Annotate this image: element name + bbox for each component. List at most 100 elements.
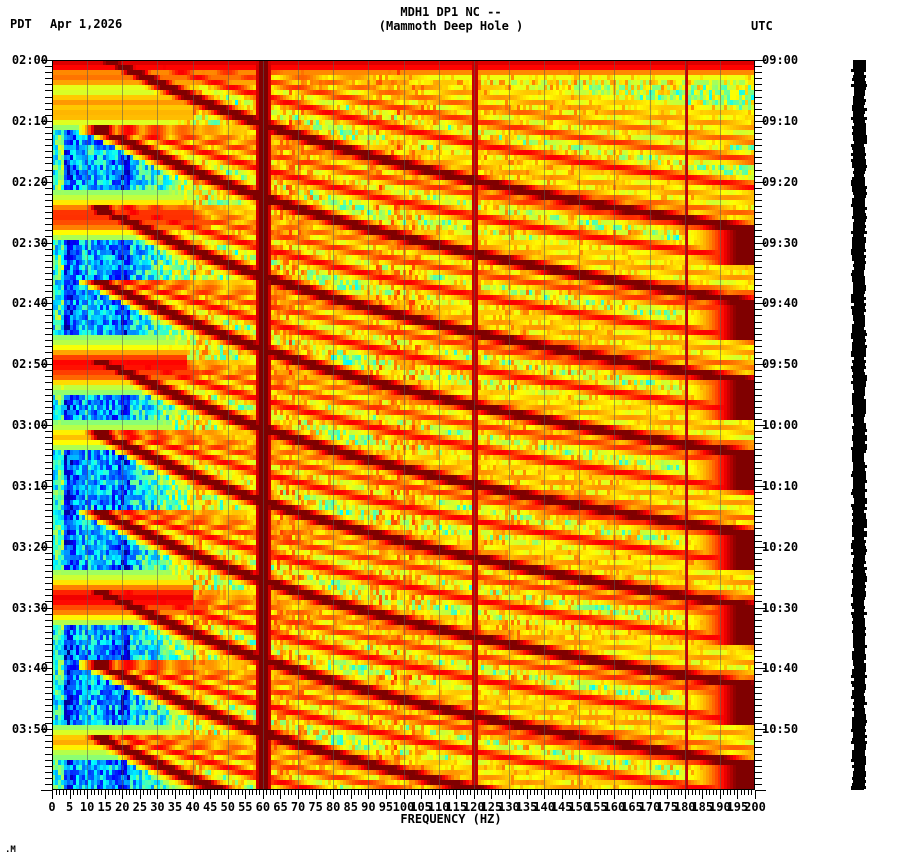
- axis-tick: [751, 790, 752, 795]
- axis-tick: [755, 662, 762, 663]
- timezone-right-label: UTC: [751, 19, 773, 33]
- axis-tick: [291, 790, 292, 795]
- axis-tick: [491, 790, 492, 799]
- frequency-tick-label: 175: [656, 800, 678, 814]
- axis-tick: [45, 382, 52, 383]
- axis-tick: [428, 790, 429, 795]
- spectrogram-canvas[interactable]: [52, 60, 755, 790]
- axis-tick: [709, 790, 710, 795]
- axis-tick: [562, 790, 563, 799]
- axis-tick: [590, 790, 591, 795]
- frequency-tick-label: 55: [238, 800, 253, 814]
- axis-tick: [755, 315, 762, 316]
- axis-tick: [667, 790, 668, 799]
- axis-tick: [755, 528, 762, 529]
- axis-tick: [45, 97, 52, 98]
- axis-tick: [94, 790, 95, 795]
- axis-tick: [755, 273, 762, 274]
- axis-tick: [295, 790, 296, 795]
- axis-tick: [481, 790, 482, 795]
- axis-tick: [143, 790, 144, 795]
- time-label-utc: 10:50: [762, 722, 799, 736]
- frequency-tick-label: 35: [167, 800, 183, 814]
- axis-tick: [505, 790, 506, 795]
- axis-tick: [755, 747, 762, 748]
- time-label-utc: 10:40: [762, 661, 799, 675]
- axis-tick: [77, 790, 78, 795]
- axis-tick: [196, 790, 197, 795]
- axis-tick: [467, 790, 468, 795]
- axis-tick: [221, 790, 222, 795]
- axis-tick: [755, 614, 762, 615]
- axis-tick: [593, 790, 594, 795]
- spectrogram-plot[interactable]: [52, 60, 755, 790]
- axis-tick: [755, 589, 762, 590]
- axis-tick: [435, 790, 436, 795]
- axis-tick: [755, 218, 762, 219]
- axis-tick: [45, 413, 52, 414]
- axis-tick: [534, 790, 535, 795]
- axis-tick: [87, 790, 88, 799]
- time-label-utc: 10:00: [762, 418, 799, 432]
- axis-tick: [59, 790, 60, 795]
- axis-tick: [45, 78, 52, 79]
- axis-tick: [45, 133, 52, 134]
- axis-tick: [45, 711, 52, 712]
- axis-tick: [755, 328, 762, 329]
- frequency-tick-label: 95: [378, 800, 394, 814]
- axis-tick: [755, 103, 762, 104]
- axis-tick: [45, 583, 52, 584]
- axis-tick: [755, 401, 762, 402]
- frequency-tick-label: 130: [498, 800, 520, 814]
- frequency-tick-label: 105: [410, 800, 432, 814]
- axis-tick: [755, 601, 762, 602]
- frequency-tick-label: 85: [343, 800, 358, 814]
- time-label-pdt: 03:10: [11, 479, 48, 493]
- axis-tick: [136, 790, 137, 795]
- time-label-utc: 09:10: [762, 114, 799, 128]
- axis-tick: [755, 261, 762, 262]
- axis-tick: [396, 790, 397, 795]
- axis-tick: [755, 474, 762, 475]
- frequency-tick-label: 165: [621, 800, 643, 814]
- axis-tick: [723, 790, 724, 795]
- axis-tick: [393, 790, 394, 795]
- axis-tick: [755, 376, 762, 377]
- axis-tick: [607, 790, 608, 795]
- axis-tick: [298, 790, 299, 799]
- time-label-pdt: 02:20: [11, 175, 48, 189]
- axis-tick: [45, 340, 52, 341]
- axis-tick: [277, 790, 278, 795]
- time-label-utc: 09:30: [762, 236, 799, 250]
- axis-tick: [755, 699, 762, 700]
- axis-tick: [45, 535, 52, 536]
- axis-tick: [565, 790, 566, 795]
- axis-tick: [716, 790, 717, 795]
- axis-tick: [706, 790, 707, 795]
- amplitude-color-strip: [848, 60, 868, 790]
- axis-tick: [737, 790, 738, 799]
- axis-tick: [755, 455, 762, 456]
- axis-tick: [755, 370, 762, 371]
- frequency-tick-label: 60: [255, 800, 271, 814]
- axis-tick: [45, 778, 52, 779]
- axis-tick: [45, 650, 52, 651]
- frequency-tick-label: 145: [550, 800, 573, 814]
- frequency-tick-label: 150: [568, 800, 591, 814]
- axis-tick: [45, 389, 52, 390]
- axis-tick: [45, 717, 52, 718]
- axis-tick: [45, 285, 52, 286]
- axis-tick: [744, 790, 745, 795]
- axis-tick: [600, 790, 601, 795]
- axis-tick: [734, 790, 735, 795]
- axis-tick: [611, 790, 612, 795]
- axis-tick: [45, 693, 52, 694]
- axis-tick: [63, 790, 64, 795]
- axis-tick: [755, 170, 762, 171]
- axis-tick: [755, 389, 762, 390]
- axis-tick: [755, 468, 762, 469]
- axis-tick: [45, 498, 52, 499]
- axis-tick: [755, 291, 762, 292]
- axis-tick: [45, 200, 52, 201]
- axis-tick: [45, 638, 52, 639]
